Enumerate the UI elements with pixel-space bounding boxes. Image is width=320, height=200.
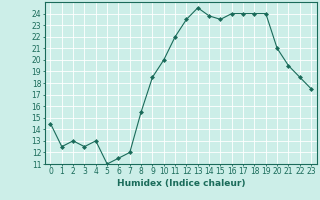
- X-axis label: Humidex (Indice chaleur): Humidex (Indice chaleur): [116, 179, 245, 188]
